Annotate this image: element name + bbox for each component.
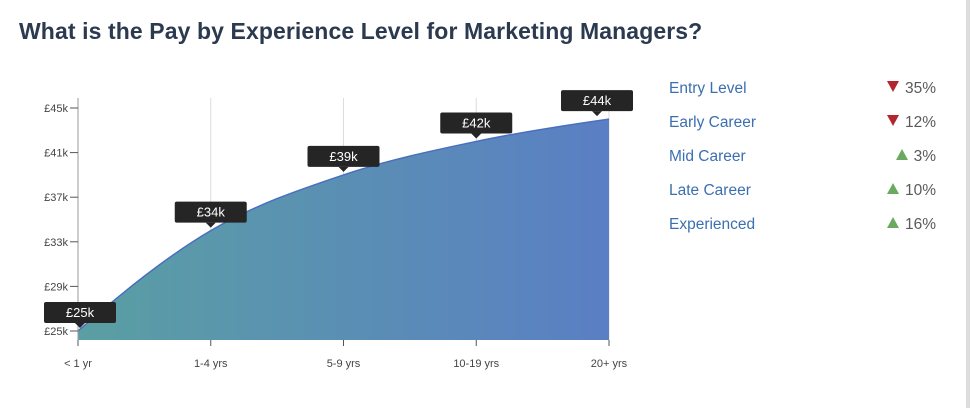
page-edge <box>966 0 970 408</box>
y-tick-label: £29k <box>44 281 68 293</box>
legend-label[interactable]: Entry Level <box>669 80 747 97</box>
legend-item[interactable]: Mid Career 3% <box>669 148 939 182</box>
salary-line <box>77 118 610 332</box>
legend-item[interactable]: Late Career 10% <box>669 182 939 216</box>
down-triangle-icon <box>886 115 899 126</box>
data-label-pointer <box>75 323 85 328</box>
data-label-pointer <box>338 166 349 172</box>
data-label-box <box>174 201 247 223</box>
change-value: 12% <box>904 114 936 131</box>
data-label: £39k <box>307 145 380 172</box>
data-label-text: £44k <box>583 93 612 108</box>
data-label-pointer <box>205 222 216 228</box>
x-tick-label: 10-19 yrs <box>453 358 499 370</box>
data-label-box <box>561 90 633 112</box>
change-value: 10% <box>904 182 936 199</box>
y-tick-label: £41k <box>44 148 68 160</box>
pay-by-experience-chart: £25k £29k £33k £37k £41k £45k < 1 yr 1-4 yrs 5-9… <box>44 90 633 370</box>
legend-change: 10% <box>886 182 936 200</box>
change-value: 3% <box>913 148 936 165</box>
y-tick-label: £25k <box>44 326 68 338</box>
up-triangle-icon <box>895 149 908 160</box>
data-label-text: £25k <box>66 305 95 320</box>
legend-label[interactable]: Mid Career <box>669 148 746 165</box>
x-tick-label: 1-4 yrs <box>194 358 228 370</box>
experience-legend: Entry Level 35% Early Career 12% Mid Car… <box>669 80 939 250</box>
legend-change: 12% <box>886 114 936 132</box>
data-label-pointer <box>471 133 482 139</box>
legend-label[interactable]: Early Career <box>669 114 756 131</box>
y-tick-label: £37k <box>44 192 68 204</box>
change-value: 16% <box>904 216 936 233</box>
data-label-text: £42k <box>462 115 491 130</box>
up-triangle-icon <box>886 217 899 228</box>
legend-item[interactable]: Experienced 16% <box>669 216 939 250</box>
data-label-box <box>440 112 513 134</box>
legend-label[interactable]: Experienced <box>669 216 756 233</box>
salary-area <box>78 119 609 341</box>
y-tick-label: £45k <box>44 103 68 115</box>
y-tick-label: £33k <box>44 237 68 249</box>
data-label: £42k <box>440 112 513 139</box>
data-label: £25k <box>44 302 116 328</box>
data-label: £34k <box>174 201 247 228</box>
data-label: £44k <box>561 90 633 117</box>
legend-change: 16% <box>886 216 936 234</box>
up-triangle-icon <box>886 183 899 194</box>
x-tick-label: < 1 yr <box>64 358 92 370</box>
data-label-pointer <box>592 111 602 117</box>
data-label-box <box>307 145 380 167</box>
data-label-text: £34k <box>197 205 226 220</box>
data-label-box <box>44 302 116 323</box>
down-triangle-icon <box>886 81 899 92</box>
legend-item[interactable]: Entry Level 35% <box>669 80 939 114</box>
data-label-text: £39k <box>329 149 358 164</box>
legend-item[interactable]: Early Career 12% <box>669 114 939 148</box>
legend-change: 35% <box>886 80 936 98</box>
change-value: 35% <box>904 80 936 97</box>
x-tick-label: 5-9 yrs <box>327 358 361 370</box>
chart-title: What is the Pay by Experience Level for … <box>19 18 703 44</box>
legend-label[interactable]: Late Career <box>669 182 751 199</box>
x-tick-label: 20+ yrs <box>591 358 628 370</box>
legend-change: 3% <box>895 148 936 166</box>
